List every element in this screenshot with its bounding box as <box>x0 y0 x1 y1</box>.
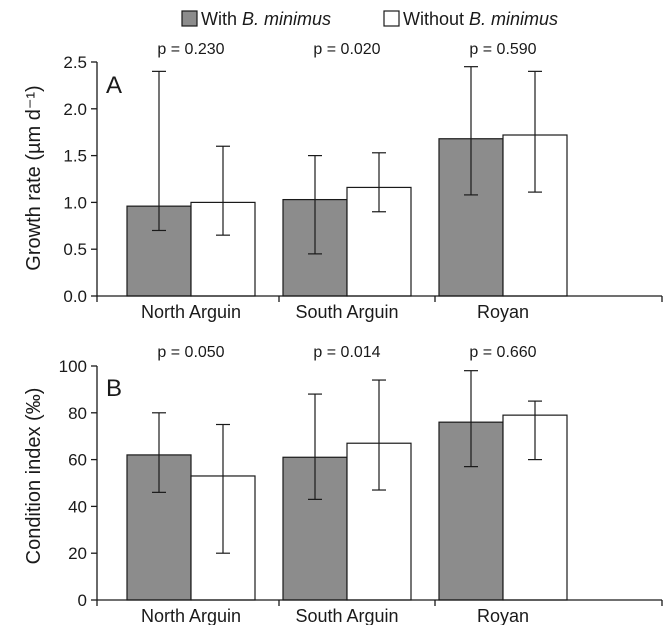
legend-swatch-without <box>383 10 400 27</box>
panel-b-y-tick-label-1: 20 <box>68 544 87 563</box>
panel-b-y-tick-label-0: 0 <box>78 591 87 610</box>
panel-a-category-label-3: Royan <box>477 302 529 322</box>
panel-b-y-tick-label-3: 60 <box>68 451 87 470</box>
panel-a-p-value-1: p = 0.230 <box>157 41 224 58</box>
panel-b-category-label-2: South Arguin <box>295 606 398 625</box>
legend: With B. minimus Without B. minimus <box>181 9 558 29</box>
panel-b-y-tick-label-2: 40 <box>68 497 87 516</box>
panel-b-p-value-1: p = 0.050 <box>157 344 224 361</box>
panel-b-category-label-1: North Arguin <box>141 606 241 625</box>
panel-a-category-label-2: South Arguin <box>295 302 398 322</box>
legend-label-with: With B. minimus <box>201 9 331 29</box>
panel-a-y-tick-label-1: 0.5 <box>63 240 87 259</box>
panel-b-y-axis-label: Condition index (‰) <box>23 388 45 565</box>
panel-b-p-value-2: p = 0.014 <box>313 344 380 361</box>
panel-a-p-value-2: p = 0.020 <box>313 41 380 58</box>
panel-b-label: B <box>106 375 122 402</box>
panel-a-y-tick-label-4: 2.0 <box>63 100 87 119</box>
panel-a-category-label-1: North Arguin <box>141 302 241 322</box>
panel-b-category-label-3: Royan <box>477 606 529 625</box>
panel-a-p-value-3: p = 0.590 <box>469 41 536 58</box>
panel-a-y-axis-label: Growth rate (µm d⁻¹) <box>23 85 45 270</box>
panel-b-y-tick-label-4: 80 <box>68 404 87 423</box>
panel-a-y-tick-label-5: 2.5 <box>63 53 87 72</box>
panel-b-p-value-3: p = 0.660 <box>469 344 536 361</box>
panel-b-y-tick-label-5: 100 <box>59 357 87 376</box>
panel-b-condition-index: Condition index (‰) B North Arguin p = 0.… <box>23 344 663 625</box>
panel-a-label: A <box>106 72 122 99</box>
panel-a-growth-rate: Growth rate (µm d⁻¹) A North Arguin p = 0… <box>23 41 663 322</box>
legend-swatch-with <box>181 10 198 27</box>
panel-a-y-tick-label-2: 1.0 <box>63 193 87 212</box>
legend-label-without: Without B. minimus <box>403 9 558 29</box>
panel-a-y-tick-label-3: 1.5 <box>63 147 87 166</box>
panel-a-y-tick-label-0: 0.0 <box>63 287 87 306</box>
